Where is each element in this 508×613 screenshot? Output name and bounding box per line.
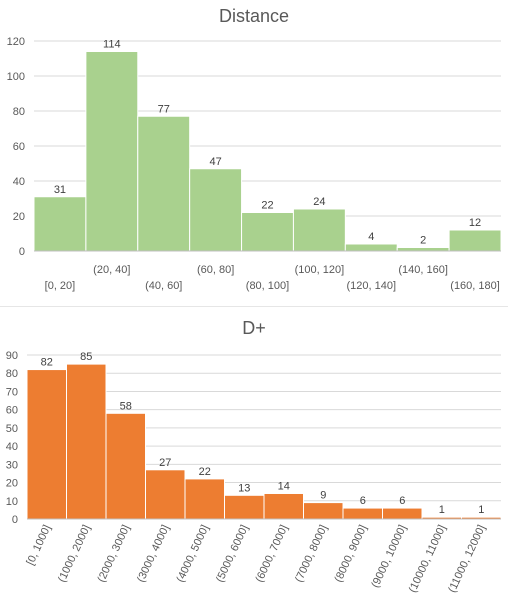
data-label: 31 bbox=[54, 184, 66, 196]
data-label: 47 bbox=[209, 156, 221, 168]
data-label: 1 bbox=[478, 504, 484, 516]
x-tick-label: (1000, 2000] bbox=[56, 523, 93, 584]
x-tick-label: (10000, 11000] bbox=[407, 523, 449, 594]
data-label: 2 bbox=[420, 235, 426, 247]
y-tick-label: 80 bbox=[6, 368, 18, 380]
bar bbox=[145, 469, 186, 520]
y-tick-label: 90 bbox=[6, 350, 18, 362]
x-tick-label: (80, 100] bbox=[246, 280, 289, 292]
x-tick-label: (7000, 8000] bbox=[293, 523, 330, 584]
bar bbox=[85, 51, 139, 252]
distance-chart: Distance 0 20 40 60 80 100 120 31 114 77 47 22 24 4 2 12… bbox=[7, 6, 502, 292]
dplus-chart: D+ 0 10 20 30 40 50 60 70 80 90 82 85 58 27 22 13 14 9 6 6 1 1… bbox=[6, 318, 502, 595]
x-tick-label: [0, 20] bbox=[45, 280, 76, 292]
data-label: 22 bbox=[261, 200, 273, 212]
y-tick-label: 40 bbox=[6, 441, 18, 453]
bar bbox=[66, 363, 107, 520]
data-label: 77 bbox=[158, 103, 170, 115]
y-tick-label: 100 bbox=[7, 71, 25, 83]
bar bbox=[241, 212, 294, 252]
x-tick-label: (2000, 3000] bbox=[95, 523, 132, 584]
bar bbox=[137, 115, 191, 252]
data-label: 6 bbox=[399, 495, 405, 507]
x-tick-label: (20, 40] bbox=[93, 264, 130, 276]
x-tick-label: (160, 180] bbox=[450, 280, 500, 292]
data-label: 1 bbox=[439, 504, 445, 516]
bar bbox=[263, 492, 304, 520]
x-tick-label: (40, 60] bbox=[145, 280, 182, 292]
data-label: 27 bbox=[159, 457, 171, 469]
x-tick-label: (5000, 6000] bbox=[214, 523, 251, 584]
y-tick-label: 0 bbox=[12, 514, 18, 526]
y-tick-label: 30 bbox=[6, 459, 18, 471]
y-tick-label: 60 bbox=[13, 141, 25, 153]
x-tick-label: [0, 1000] bbox=[24, 523, 53, 567]
bar bbox=[33, 196, 87, 252]
data-label: 6 bbox=[360, 495, 366, 507]
y-tick-label: 50 bbox=[6, 423, 18, 435]
data-label: 114 bbox=[103, 39, 121, 51]
y-tick-label: 120 bbox=[7, 36, 25, 48]
bar bbox=[342, 507, 383, 520]
bar bbox=[396, 247, 450, 252]
bar bbox=[303, 502, 344, 520]
y-tick-label: 10 bbox=[6, 496, 18, 508]
x-tick-label: (60, 80] bbox=[197, 264, 234, 276]
chart-title: D+ bbox=[242, 318, 266, 338]
x-tick-label: (8000, 9000] bbox=[332, 523, 369, 584]
distance-chart-panel: Distance 0 20 40 60 80 100 120 31 114 77 47 22 24 4 2 12… bbox=[0, 0, 508, 306]
dplus-chart-panel: D+ 0 10 20 30 40 50 60 70 80 90 82 85 58 27 22 13 14 9 6 6 1 1… bbox=[0, 307, 508, 613]
bar bbox=[448, 229, 502, 252]
y-tick-label: 0 bbox=[19, 246, 25, 258]
data-label: 9 bbox=[320, 490, 326, 502]
y-tick-label: 70 bbox=[6, 386, 18, 398]
bar bbox=[184, 478, 225, 520]
y-tick-label: 80 bbox=[13, 106, 25, 118]
x-tick-label: (9000, 10000] bbox=[369, 523, 409, 590]
x-tick-label: (6000, 7000] bbox=[253, 523, 290, 584]
y-tick-label: 60 bbox=[6, 405, 18, 417]
y-tick-label: 20 bbox=[6, 478, 18, 490]
x-tick-label: (140, 160] bbox=[398, 264, 448, 276]
y-tick-label: 20 bbox=[13, 211, 25, 223]
data-label: 14 bbox=[278, 480, 290, 492]
bar bbox=[344, 243, 398, 252]
bar bbox=[292, 208, 346, 252]
bar bbox=[382, 507, 423, 520]
x-tick-label: (11000, 12000] bbox=[446, 523, 488, 594]
data-label: 82 bbox=[41, 357, 53, 369]
chart-divider bbox=[0, 306, 508, 307]
bar bbox=[224, 494, 265, 520]
data-label: 22 bbox=[199, 466, 211, 478]
data-label: 12 bbox=[469, 217, 481, 229]
bar bbox=[26, 369, 67, 520]
data-label: 4 bbox=[368, 231, 374, 243]
x-tick-label: (100, 120] bbox=[295, 264, 345, 276]
x-tick-label: (120, 140] bbox=[347, 280, 397, 292]
chart-title: Distance bbox=[219, 6, 289, 26]
data-label: 58 bbox=[120, 400, 132, 412]
x-tick-label: (3000, 4000] bbox=[135, 523, 172, 584]
y-tick-label: 40 bbox=[13, 176, 25, 188]
x-tick-label: (4000, 5000] bbox=[174, 523, 211, 584]
bar bbox=[105, 412, 146, 520]
data-label: 13 bbox=[238, 482, 250, 494]
data-label: 85 bbox=[80, 351, 92, 363]
data-label: 24 bbox=[313, 196, 325, 208]
bar bbox=[189, 168, 243, 252]
